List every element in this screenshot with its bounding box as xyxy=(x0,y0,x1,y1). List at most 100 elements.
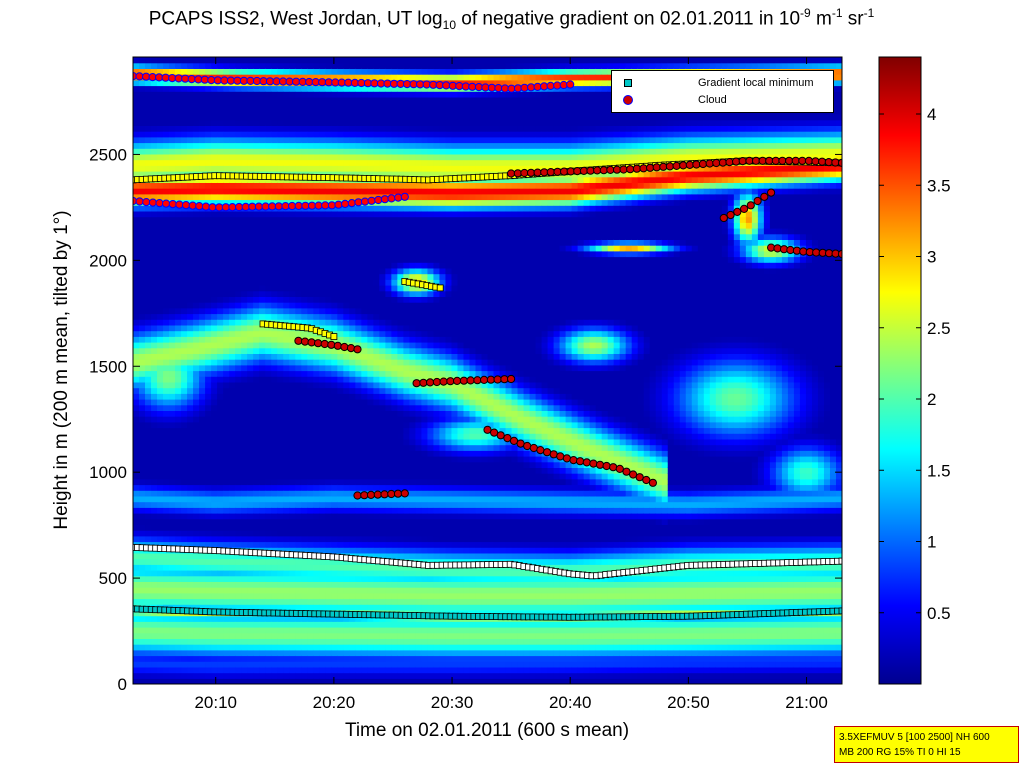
heatmap-cell xyxy=(319,530,326,537)
heatmap-cell xyxy=(139,632,146,639)
heatmap-cell xyxy=(157,587,164,594)
heatmap-cell xyxy=(223,68,230,75)
heatmap-cell xyxy=(295,666,302,674)
heatmap-cell xyxy=(331,153,338,161)
heatmap-cell xyxy=(367,444,374,451)
heatmap-cell xyxy=(265,85,272,92)
heatmap-cell xyxy=(259,484,266,491)
heatmap-cell xyxy=(259,279,266,286)
heatmap-cell xyxy=(271,592,278,600)
heatmap-cell xyxy=(277,125,284,132)
heatmap-cell xyxy=(145,552,152,560)
heatmap-cell xyxy=(361,387,368,394)
heatmap-cell xyxy=(163,131,170,138)
heatmap-cell xyxy=(277,575,284,582)
heatmap-cell xyxy=(331,285,338,292)
heatmap-cell xyxy=(187,575,194,582)
heatmap-cell xyxy=(163,535,170,543)
heatmap-cell xyxy=(259,672,266,679)
heatmap-cell xyxy=(133,262,140,269)
heatmap-cell xyxy=(349,228,356,235)
heatmap-cell xyxy=(271,199,278,206)
heatmap-cell xyxy=(313,524,320,531)
heatmap-cell xyxy=(169,393,176,400)
heatmap-cell xyxy=(193,627,200,634)
heatmap-cell xyxy=(289,501,296,508)
heatmap-cell xyxy=(187,336,194,343)
heatmap-cell xyxy=(163,102,170,109)
heatmap-cell xyxy=(163,627,170,634)
heatmap-cell xyxy=(325,467,332,474)
heatmap-cell xyxy=(373,592,380,600)
heatmap-cell xyxy=(253,518,260,525)
heatmap-cell xyxy=(265,490,272,497)
heatmap-cell xyxy=(229,524,236,531)
heatmap-cell xyxy=(301,530,308,537)
heatmap-cell xyxy=(145,347,152,354)
heatmap-cell xyxy=(301,547,308,554)
heatmap-cell xyxy=(241,347,248,354)
heatmap-cell xyxy=(247,85,254,92)
heatmap-cell xyxy=(151,598,158,605)
heatmap-cell xyxy=(169,518,176,525)
heatmap-cell xyxy=(253,273,260,280)
heatmap-cell xyxy=(217,427,224,434)
heatmap-cell xyxy=(367,524,374,531)
heatmap-cell xyxy=(235,632,242,639)
heatmap-cell xyxy=(289,524,296,531)
heatmap-cell xyxy=(259,587,266,594)
heatmap-cell xyxy=(247,621,254,628)
heatmap-cell xyxy=(241,222,248,229)
heatmap-cell xyxy=(205,530,212,537)
heatmap-cell xyxy=(325,96,332,104)
heatmap-cell xyxy=(403,604,410,611)
heatmap-cell xyxy=(379,381,386,389)
heatmap-cell xyxy=(319,262,326,269)
heatmap-cell xyxy=(307,250,314,258)
heatmap-cell xyxy=(259,421,266,429)
heatmap-cell xyxy=(211,119,218,126)
heatmap-cell xyxy=(391,74,398,81)
heatmap-cell xyxy=(265,233,272,240)
heatmap-cell xyxy=(283,421,290,429)
heatmap-cell xyxy=(301,416,308,423)
heatmap-cell xyxy=(139,296,146,303)
heatmap-cell xyxy=(361,210,368,218)
heatmap-cell xyxy=(151,444,158,451)
heatmap-cell xyxy=(211,381,218,389)
heatmap-cell xyxy=(307,461,314,468)
heatmap-cell xyxy=(247,188,254,195)
heatmap-cell xyxy=(397,456,404,463)
heatmap-cell xyxy=(349,313,356,320)
heatmap-cell xyxy=(277,222,284,229)
heatmap-cell xyxy=(355,262,362,269)
heatmap-cell xyxy=(379,171,386,178)
heatmap-cell xyxy=(211,319,218,326)
heatmap-cell xyxy=(217,627,224,634)
heatmap-cell xyxy=(211,62,218,69)
heatmap-cell xyxy=(331,495,338,503)
heatmap-cell xyxy=(277,74,284,81)
heatmap-cell xyxy=(199,131,206,138)
heatmap-cell xyxy=(307,570,314,577)
heatmap-cell xyxy=(355,518,362,525)
heatmap-cell xyxy=(169,85,176,92)
heatmap-cell xyxy=(175,279,182,286)
heatmap-cell xyxy=(337,193,344,201)
heatmap-cell xyxy=(187,393,194,400)
heatmap-cell xyxy=(139,307,146,315)
heatmap-cell xyxy=(337,399,344,406)
heatmap-cell xyxy=(319,359,326,366)
heatmap-cell xyxy=(331,74,338,81)
heatmap-cell xyxy=(379,205,386,212)
heatmap-cell xyxy=(343,581,350,588)
heatmap-cell xyxy=(385,347,392,354)
heatmap-cell xyxy=(193,495,200,503)
heatmap-cell xyxy=(379,302,386,309)
heatmap-cell xyxy=(349,513,356,520)
heatmap-cell xyxy=(253,666,260,674)
heatmap-cell xyxy=(355,450,362,457)
heatmap-cell xyxy=(217,148,224,155)
heatmap-cell xyxy=(199,193,206,201)
heatmap-cell xyxy=(349,638,356,645)
